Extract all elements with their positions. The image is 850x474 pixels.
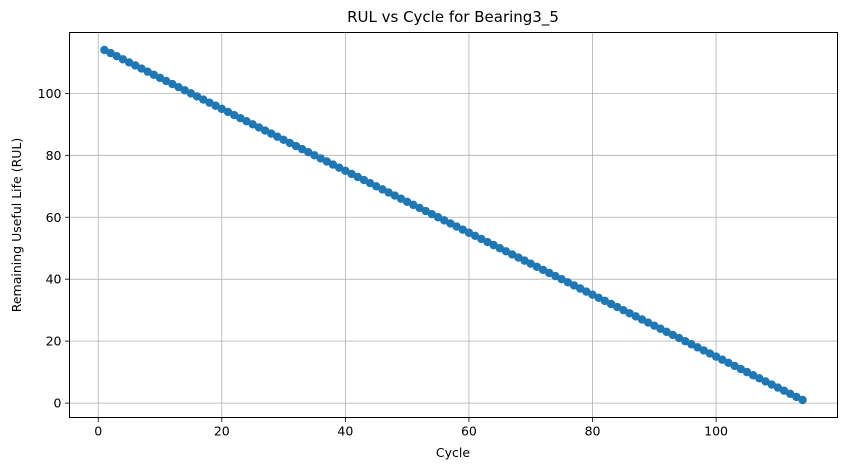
x-tick-label: 80 [585, 424, 601, 439]
series-layer [100, 45, 807, 405]
y-axis-label: Remaining Useful Life (RUL) [9, 138, 24, 313]
y-tick-label: 60 [46, 210, 62, 225]
chart-title: RUL vs Cycle for Bearing3_5 [347, 8, 559, 27]
x-axis: 0 20 40 60 80 100 [94, 417, 728, 439]
x-tick-label: 60 [461, 424, 477, 439]
plot-frame [69, 32, 838, 418]
data-point [798, 395, 807, 405]
x-axis-label: Cycle [436, 445, 470, 460]
x-tick-label: 20 [214, 424, 230, 439]
y-tick-label: 80 [46, 148, 62, 163]
y-tick-label: 20 [46, 334, 62, 349]
y-tick-label: 100 [38, 86, 62, 101]
x-tick-label: 100 [704, 424, 728, 439]
y-tick-label: 0 [54, 396, 62, 411]
y-tick-label: 40 [46, 272, 62, 287]
x-tick-label: 40 [337, 424, 353, 439]
x-tick-label: 0 [94, 424, 102, 439]
y-axis: 0 20 40 60 80 100 [38, 86, 70, 411]
